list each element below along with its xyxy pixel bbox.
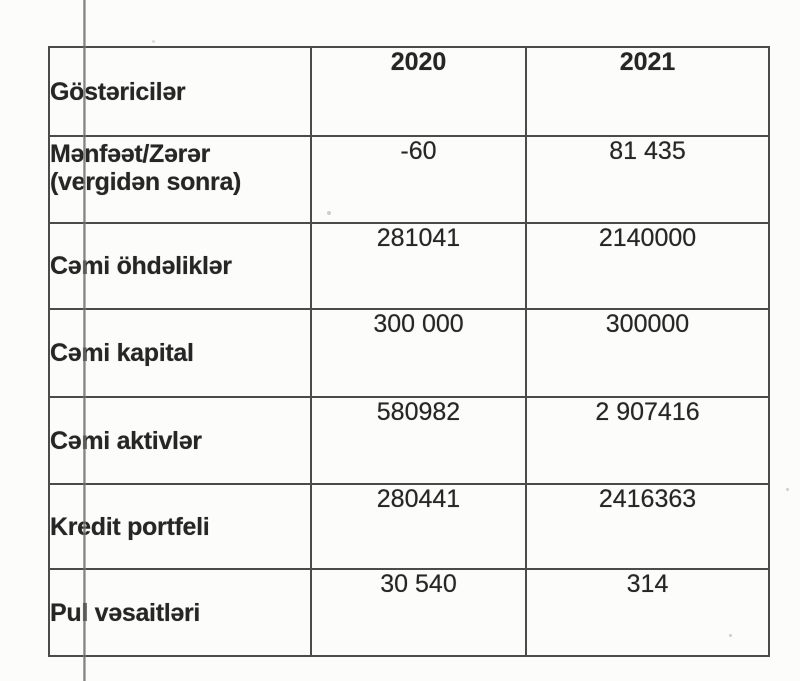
scan-speck: [152, 40, 155, 43]
value-2020: 281041: [310, 222, 527, 310]
table-row-total-capital: Cəmi kapital 300 000 300000: [48, 308, 770, 398]
value-2020: 580982: [310, 396, 527, 485]
table-row-profit-loss: Mənfəət/Zərər (vergidən sonra) -60 81 43…: [48, 135, 770, 224]
value-2021: 314: [525, 568, 770, 657]
table-row-total-assets: Cəmi aktivlər 580982 2 907416: [48, 396, 770, 485]
row-label: Cəmi aktivlər: [48, 396, 312, 485]
row-label: Pul vəsaitləri: [48, 568, 312, 657]
value-2020: 30 540: [310, 568, 527, 657]
value-2020: 300 000: [310, 308, 527, 398]
table-row-total-liabilities: Cəmi öhdəliklər 281041 2140000: [48, 222, 770, 310]
table-header-row: Göstəricilər 2020 2021: [48, 46, 770, 137]
row-label: Mənfəət/Zərər (vergidən sonra): [48, 135, 312, 224]
value-2020: 280441: [310, 483, 527, 570]
value-2020: -60: [310, 135, 527, 224]
row-label: Cəmi öhdəliklər: [48, 222, 312, 310]
row-label: Cəmi kapital: [48, 308, 312, 398]
value-2021: 2 907416: [525, 396, 770, 485]
column-header-2020: 2020: [310, 46, 527, 137]
value-2021: 81 435: [525, 135, 770, 224]
value-2021: 2140000: [525, 222, 770, 310]
column-header-2021: 2021: [525, 46, 770, 137]
scan-speck: [786, 488, 789, 491]
row-label: Kredit portfeli: [48, 483, 312, 570]
financial-indicators-table: Göstəricilər 2020 2021 Mənfəət/Zərər (ve…: [48, 46, 770, 657]
column-header-indicator: Göstəricilər: [48, 46, 312, 137]
table-row-cash-funds: Pul vəsaitləri 30 540 314: [48, 568, 770, 657]
table-row-credit-portfolio: Kredit portfeli 280441 2416363: [48, 483, 770, 570]
value-2021: 2416363: [525, 483, 770, 570]
value-2021: 300000: [525, 308, 770, 398]
